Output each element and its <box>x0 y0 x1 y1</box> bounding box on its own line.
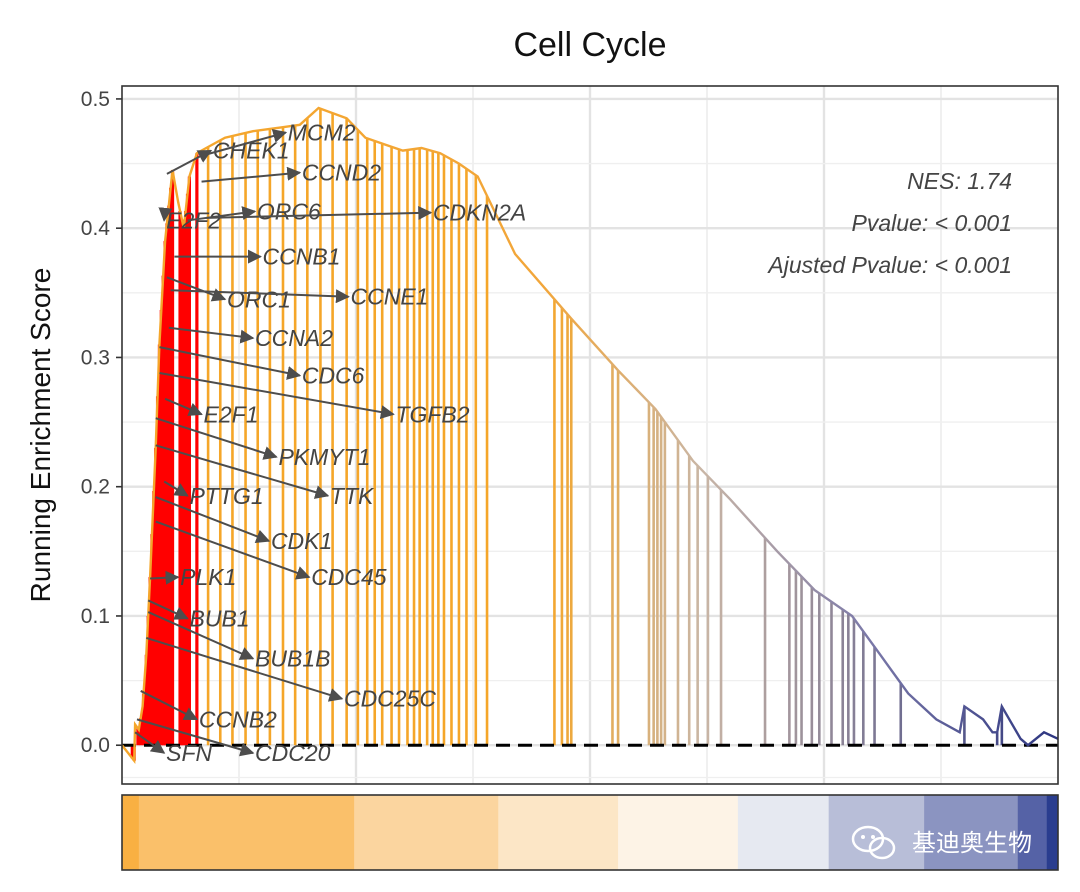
gene-label: CDC20 <box>255 740 331 766</box>
gene-label: ORC6 <box>257 198 321 224</box>
plot-panel-border <box>121 85 1059 785</box>
gene-label-arrow <box>166 149 213 175</box>
watermark-text: 基迪奥生物 <box>912 829 1032 857</box>
gene-label-arrow <box>155 444 330 499</box>
gene-label-arrow <box>136 718 255 757</box>
nes-text: NES: 1.74 <box>907 168 1012 194</box>
chart-title: Cell Cycle <box>513 26 666 64</box>
rank-heatmap <box>122 795 1059 870</box>
gene-label: ORC1 <box>227 286 291 312</box>
heatmap-border <box>121 794 1059 871</box>
y-tick-label: 0.1 <box>81 605 110 628</box>
gene-label: MCM2 <box>288 120 356 146</box>
heatmap-segment <box>828 795 925 870</box>
gene-label: PTTG1 <box>190 483 264 509</box>
gene-label-arrow <box>206 205 433 220</box>
gene-label: CDC45 <box>311 564 387 590</box>
gene-label-arrow <box>150 570 180 585</box>
gene-label: CDC25C <box>344 686 436 712</box>
gene-label: CCNB1 <box>263 244 341 270</box>
gene-label-arrow <box>168 326 255 344</box>
heatmap-segment <box>1017 795 1048 870</box>
y-tick-label: 0.0 <box>81 734 110 757</box>
gene-label: PLK1 <box>180 564 236 590</box>
adj-pvalue-text: Ajusted Pvalue: < 0.001 <box>766 252 1012 278</box>
y-axis: 0.0 0.1 0.2 0.3 0.4 0.5 <box>81 88 122 757</box>
wechat-icon <box>851 825 896 860</box>
gene-label: CDKN2A <box>433 200 526 226</box>
y-tick-label: 0.5 <box>81 88 110 111</box>
running-score-curve <box>121 106 1059 765</box>
gene-label-arrow <box>146 636 344 702</box>
gene-label-arrow <box>164 397 203 416</box>
heatmap-segment <box>498 795 619 870</box>
gene-label-arrow <box>163 480 189 497</box>
gene-label: CCNB2 <box>199 706 277 732</box>
y-tick-label: 0.4 <box>81 217 111 240</box>
y-tick-label: 0.2 <box>81 476 110 499</box>
gene-label-arrow <box>170 289 350 304</box>
pvalue-text: Pvalue: < 0.001 <box>852 210 1012 236</box>
gene-label-arrow <box>158 207 173 222</box>
heatmap-segment <box>122 795 140 870</box>
gene-label-arrow <box>140 690 199 721</box>
gene-label: CDK1 <box>271 528 332 554</box>
watermark: 基迪奥生物 <box>851 825 1032 860</box>
gene-label: TTK <box>330 483 375 509</box>
gene-label: BUB1B <box>255 646 330 672</box>
heatmap-segment <box>354 795 499 870</box>
gene-label: CCNA2 <box>255 325 333 351</box>
grid <box>122 86 1059 784</box>
gene-label: CCNE1 <box>351 284 429 310</box>
gene-label: CDC6 <box>302 363 365 389</box>
heatmap-segment <box>618 795 739 870</box>
gene-label: TGFB2 <box>395 401 469 427</box>
gene-label: PKMYT1 <box>278 444 370 470</box>
gene-label-arrow <box>187 206 257 222</box>
gene-label-arrow <box>134 731 166 754</box>
gene-label-arrow <box>155 496 271 543</box>
gene-label: SFN <box>166 740 212 766</box>
heatmap-segment <box>138 795 355 870</box>
heatmap-segment <box>924 795 1019 870</box>
gene-label: BUB1 <box>190 606 250 632</box>
gene-label: E2F1 <box>204 401 259 427</box>
gene-label-arrow <box>159 346 302 380</box>
gene-label-arrow <box>201 166 302 183</box>
gene-label-arrow <box>155 417 278 460</box>
heatmap-segment <box>1046 795 1059 870</box>
gene-label-arrow <box>159 371 395 420</box>
y-axis-label: Running Enrichment Score <box>25 268 56 603</box>
gene-label-arrow <box>147 599 189 620</box>
heatmap-segment <box>737 795 830 870</box>
gene-label-arrow <box>147 611 255 660</box>
stats-annotation: NES: 1.74 Pvalue: < 0.001 Ajusted Pvalue… <box>766 168 1012 278</box>
gene-label-arrow <box>155 520 311 580</box>
y-tick-label: 0.3 <box>81 346 110 369</box>
gene-label-arrow <box>205 129 288 156</box>
gene-label-arrow <box>166 276 227 302</box>
gene-label: CCND2 <box>302 160 381 186</box>
